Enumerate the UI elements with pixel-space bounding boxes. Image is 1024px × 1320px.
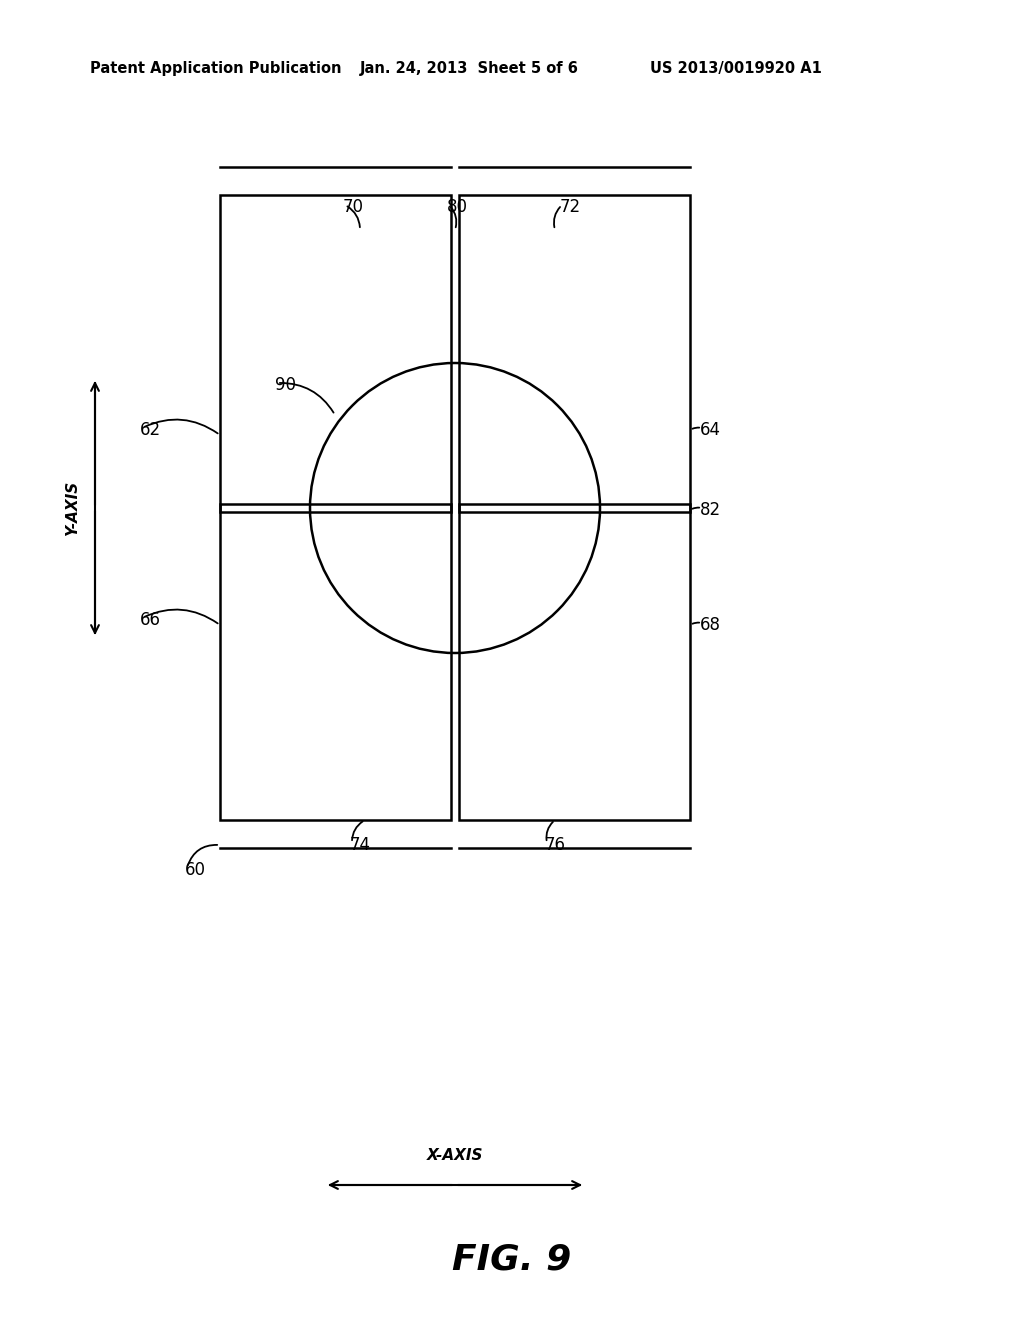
Bar	[459, 504, 690, 820]
Text: 82: 82	[700, 502, 721, 519]
Text: 68: 68	[700, 616, 721, 634]
Text: FIG. 9: FIG. 9	[453, 1243, 571, 1276]
Text: Patent Application Publication: Patent Application Publication	[90, 61, 341, 75]
Text: 70: 70	[343, 198, 364, 216]
Text: 74: 74	[350, 836, 371, 854]
Text: X-AXIS: X-AXIS	[427, 1147, 483, 1163]
Text: 60: 60	[185, 861, 206, 879]
Bar	[459, 195, 690, 512]
Text: 62: 62	[140, 421, 161, 440]
Text: Jan. 24, 2013  Sheet 5 of 6: Jan. 24, 2013 Sheet 5 of 6	[360, 61, 579, 75]
Text: 90: 90	[275, 376, 296, 393]
Bar	[220, 504, 451, 820]
Text: 72: 72	[560, 198, 582, 216]
Bar	[220, 195, 451, 512]
Text: 76: 76	[545, 836, 566, 854]
Text: 64: 64	[700, 421, 721, 440]
Text: 66: 66	[140, 611, 161, 630]
Text: Y-AXIS: Y-AXIS	[66, 480, 81, 536]
Text: 80: 80	[447, 198, 468, 216]
Text: US 2013/0019920 A1: US 2013/0019920 A1	[650, 61, 822, 75]
